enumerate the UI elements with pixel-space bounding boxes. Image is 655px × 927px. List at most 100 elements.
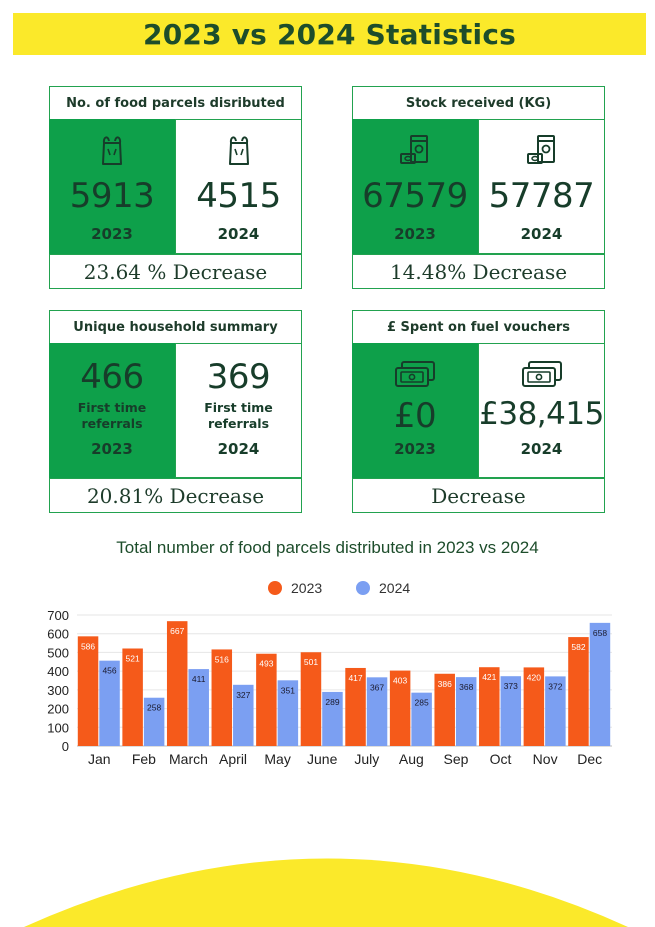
value-2024: 57787 bbox=[488, 176, 595, 216]
food-parcels-card: No. of food parcels disributed 5913 2023… bbox=[49, 86, 302, 289]
year-label-2024: 2024 bbox=[520, 225, 563, 243]
data-label: 456 bbox=[102, 666, 116, 676]
bar-2023-march bbox=[166, 621, 188, 746]
bar-2023-july bbox=[345, 667, 366, 746]
legend-label-2024: 2024 bbox=[379, 580, 411, 596]
value-2023-panel: 466 First time referrals 2023 bbox=[49, 343, 175, 478]
shopping-bag-icon bbox=[102, 136, 122, 165]
data-label: 516 bbox=[215, 654, 229, 664]
x-tick-label: March bbox=[169, 751, 208, 767]
y-tick-label: 0 bbox=[62, 739, 69, 754]
shopping-bag-icon bbox=[228, 136, 249, 165]
x-tick-label: Oct bbox=[490, 751, 512, 767]
data-label: 493 bbox=[259, 659, 273, 669]
year-label-2023: 2023 bbox=[394, 440, 436, 458]
bar-2024-jan bbox=[99, 660, 120, 746]
sub-label-line2: referrals bbox=[81, 416, 143, 431]
year-label-2024: 2024 bbox=[217, 440, 260, 458]
bar-2024-june bbox=[322, 691, 343, 746]
card-header: No. of food parcels disributed bbox=[49, 86, 302, 120]
stock-received-card: Stock received (KG) 67579 2023 57787 202 bbox=[352, 86, 605, 289]
value-2023: 5913 bbox=[69, 176, 155, 216]
chart-title: Total number of food parcels distributed… bbox=[116, 538, 539, 557]
bar-2024-aug bbox=[411, 692, 432, 746]
y-tick-label: 400 bbox=[47, 664, 69, 679]
value-2024-panel: £38,415 2024 bbox=[478, 343, 605, 478]
data-label: 421 bbox=[482, 672, 496, 682]
data-label: 327 bbox=[236, 690, 250, 700]
card-header: Stock received (KG) bbox=[352, 86, 605, 120]
data-label: 586 bbox=[81, 641, 95, 651]
bar-2024-sep bbox=[455, 677, 477, 746]
x-tick-label: Nov bbox=[533, 751, 558, 767]
bar-2023-feb bbox=[122, 648, 143, 746]
y-tick-label: 700 bbox=[47, 608, 69, 623]
year-label-2024: 2024 bbox=[520, 440, 563, 458]
bar-2023-may bbox=[256, 653, 277, 746]
y-tick-label: 100 bbox=[47, 720, 69, 735]
year-label-2023: 2023 bbox=[91, 440, 133, 458]
card-footer: 14.48% Decrease bbox=[352, 254, 605, 289]
sub-label-line1: First time bbox=[204, 400, 273, 415]
x-tick-label: Feb bbox=[132, 751, 156, 767]
data-label: 521 bbox=[126, 653, 140, 663]
sub-label: First time referrals bbox=[49, 400, 175, 432]
cash-icon bbox=[395, 361, 435, 387]
bar-chart: 0 100 200 300 400 500 600 700 586 456 Jan 521 258 Feb… bbox=[47, 608, 612, 767]
title-banner: 2023 vs 2024 Statistics bbox=[13, 13, 646, 55]
bar-2024-april bbox=[233, 684, 254, 746]
value-2024-panel: 57787 2024 bbox=[478, 119, 605, 254]
data-label: 367 bbox=[370, 682, 384, 692]
y-tick-label: 200 bbox=[47, 702, 69, 717]
bar-2023-aug bbox=[389, 670, 411, 746]
data-label: 258 bbox=[147, 703, 161, 713]
cash-icon bbox=[521, 361, 562, 387]
value-2023: £0 bbox=[393, 396, 437, 436]
canned-food-icon bbox=[526, 135, 555, 164]
data-label: 372 bbox=[548, 681, 562, 691]
card-footer: 20.81% Decrease bbox=[49, 478, 302, 513]
data-label: 417 bbox=[348, 673, 362, 683]
x-tick-label: Aug bbox=[399, 751, 424, 767]
bar-2023-dec bbox=[568, 637, 589, 746]
value-2024: £38,415 bbox=[479, 396, 604, 432]
data-label: 582 bbox=[571, 642, 585, 652]
year-label-2023: 2023 bbox=[91, 225, 133, 243]
x-tick-label: Dec bbox=[577, 751, 602, 767]
bar-2023-june bbox=[300, 652, 322, 746]
value-2023: 67579 bbox=[362, 176, 468, 216]
bar-2024-dec bbox=[589, 622, 611, 746]
bar-2023-jan bbox=[77, 636, 99, 746]
value-2024-panel: 4515 2024 bbox=[175, 119, 302, 254]
data-label: 658 bbox=[593, 628, 607, 638]
year-label-2023: 2023 bbox=[394, 225, 436, 243]
bar-2024-feb bbox=[143, 697, 165, 746]
fuel-vouchers-card: £ Spent on fuel vouchers £0 2023 £38,415… bbox=[352, 310, 605, 513]
data-label: 403 bbox=[393, 676, 407, 686]
bar-2023-oct bbox=[479, 667, 500, 746]
chart-legend: 2023 2024 bbox=[0, 578, 655, 598]
value-2024: 4515 bbox=[196, 176, 281, 216]
value-2023-panel: 67579 2023 bbox=[352, 119, 478, 254]
data-label: 368 bbox=[459, 682, 473, 692]
household-summary-card: Unique household summary 466 First time … bbox=[49, 310, 302, 513]
x-tick-label: July bbox=[354, 751, 379, 767]
legend-label-2023: 2023 bbox=[291, 580, 323, 596]
y-tick-label: 300 bbox=[47, 683, 69, 698]
value-2024: 369 bbox=[206, 357, 271, 397]
legend-item-2023: 2023 bbox=[268, 580, 322, 596]
bar-2023-april bbox=[211, 649, 233, 746]
data-label: 373 bbox=[504, 681, 518, 691]
bar-2024-oct bbox=[500, 676, 522, 746]
legend-item-2024: 2024 bbox=[356, 580, 410, 596]
card-header: Unique household summary bbox=[49, 310, 302, 344]
data-label: 411 bbox=[192, 674, 206, 684]
value-2024-panel: 369 First time referrals 2024 bbox=[175, 343, 302, 478]
data-label: 501 bbox=[304, 657, 318, 667]
y-tick-label: 500 bbox=[47, 645, 69, 660]
card-footer: Decrease bbox=[352, 478, 605, 513]
legend-swatch-2023 bbox=[268, 581, 282, 595]
value-2023-panel: £0 2023 bbox=[352, 343, 478, 478]
sub-label: First time referrals bbox=[176, 400, 301, 432]
value-2023-panel: 5913 2023 bbox=[49, 119, 175, 254]
